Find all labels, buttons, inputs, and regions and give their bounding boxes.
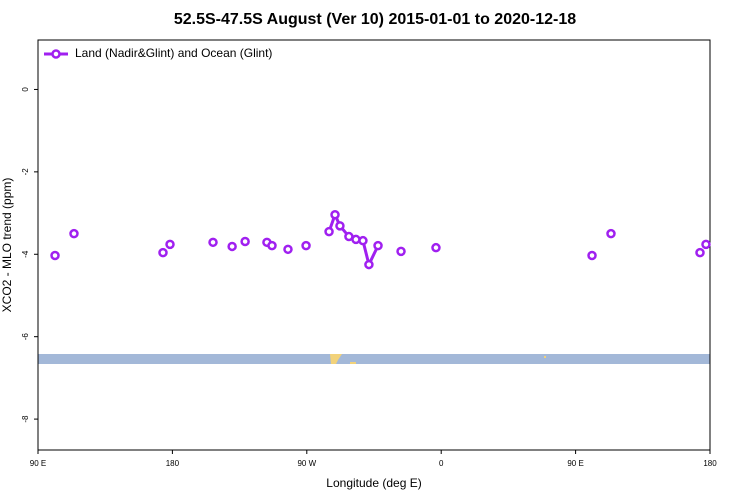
point	[165, 239, 175, 250]
point	[695, 247, 705, 258]
x-tick-label: 0	[439, 459, 444, 468]
legend-marker	[51, 49, 61, 59]
point	[396, 246, 406, 257]
x-tick-label: 90 E	[567, 459, 583, 468]
point	[606, 228, 616, 239]
x-axis-label: Longitude (deg E)	[326, 476, 421, 490]
point	[335, 221, 345, 231]
point	[301, 240, 311, 251]
point	[50, 250, 60, 261]
x-tick-label: 90 E	[30, 459, 46, 468]
point	[267, 240, 277, 251]
y-tick-label: 0	[21, 87, 30, 92]
land-patch	[330, 354, 342, 364]
land-patch	[350, 362, 356, 364]
x-tick-label: 180	[703, 459, 717, 468]
point	[373, 240, 383, 251]
chart-title: 52.5S-47.5S August (Ver 10) 2015-01-01 t…	[174, 11, 576, 28]
point	[240, 236, 250, 247]
point	[69, 228, 79, 239]
legend-label: Land (Nadir&Glint) and Ocean (Glint)	[75, 46, 272, 60]
point	[324, 226, 334, 237]
surface-strip	[38, 354, 710, 364]
point	[364, 259, 374, 270]
y-tick-label: -4	[21, 250, 30, 258]
point	[227, 241, 237, 252]
point	[158, 247, 168, 258]
point	[701, 239, 711, 250]
point	[283, 244, 293, 255]
y-tick-label: -8	[21, 415, 30, 423]
point	[330, 209, 340, 220]
point	[358, 235, 368, 246]
y-tick-label: -2	[21, 168, 30, 176]
point	[587, 250, 597, 261]
y-tick-label: -6	[21, 333, 30, 341]
y-axis-label: XCO2 - MLO trend (ppm)	[0, 178, 14, 313]
x-tick-label: 90 W	[297, 459, 316, 468]
point	[208, 237, 218, 248]
point	[431, 242, 441, 253]
x-tick-label: 180	[166, 459, 180, 468]
land-patch	[544, 356, 546, 358]
